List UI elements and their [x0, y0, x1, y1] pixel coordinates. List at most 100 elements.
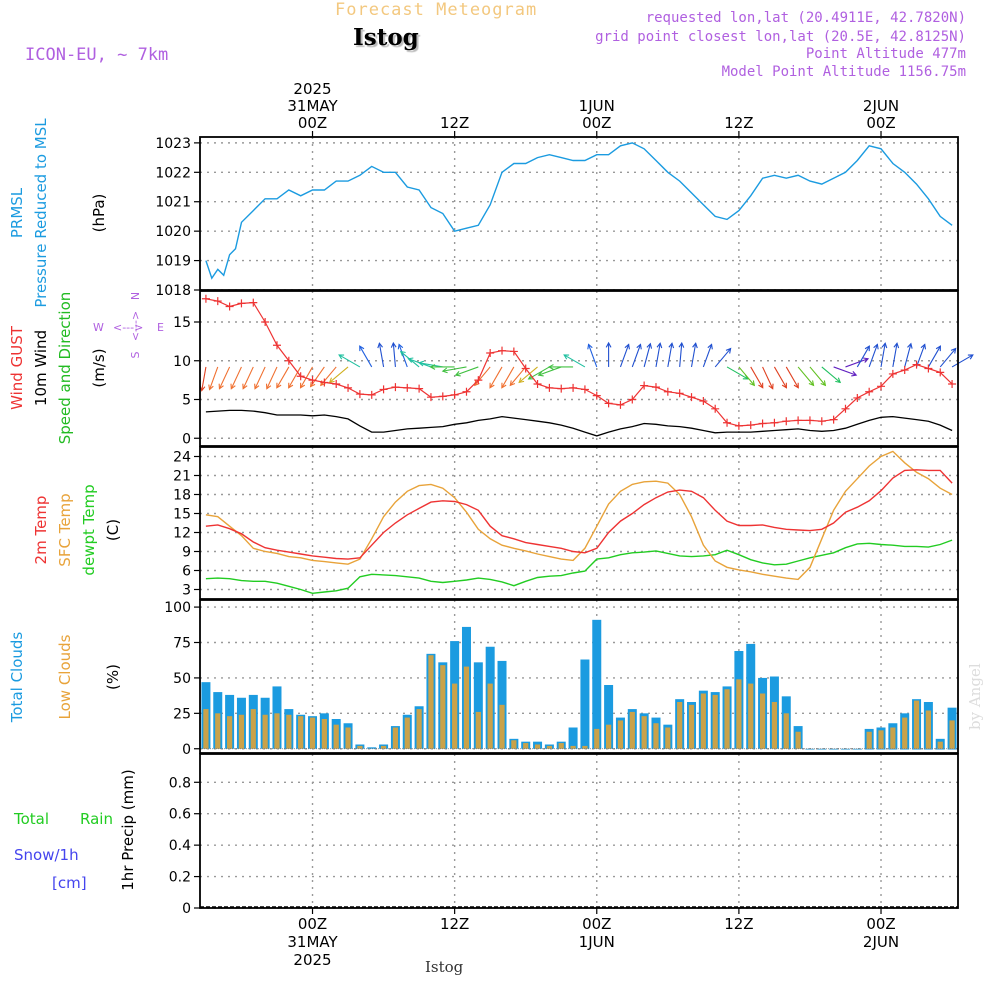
wind-direction-arrow	[679, 342, 683, 367]
low-cloud-bar	[902, 717, 908, 749]
low-cloud-bar	[345, 727, 351, 749]
y-tick-label: 6	[182, 564, 191, 580]
panel-labels: PRMSL Pressure Reduced to MSL (hPa) Wind GU…	[8, 118, 164, 892]
gust-marker	[225, 302, 234, 311]
low-cloud-bar	[594, 728, 600, 749]
low-cloud-bar	[925, 710, 931, 749]
low-cloud-bar	[523, 743, 529, 749]
wind-arrow-head	[418, 360, 425, 367]
y-tick-label: 1021	[155, 195, 191, 211]
wind-arrow-head	[509, 380, 516, 387]
pressure-unit: (hPa)	[90, 194, 108, 233]
y-tick-label: 1023	[155, 136, 191, 152]
wind-arrow-head	[967, 354, 974, 360]
wind-direction-arrow	[738, 366, 755, 386]
gust-marker	[912, 360, 921, 369]
wind-arrow-head	[265, 383, 272, 390]
panel-frame-cloud	[199, 599, 959, 754]
requested-coords: requested lon,lat (20.4911E, 42.7820N)	[645, 10, 966, 26]
x-tick-label-top: 00Z	[298, 114, 327, 132]
low-cloud-bar	[274, 713, 280, 749]
x-tick-label-top: 12Z	[724, 114, 753, 132]
low-cloud-bar	[783, 713, 789, 749]
low-cloud-bar	[452, 683, 458, 749]
gust-marker	[651, 383, 660, 392]
wind-arrow-head	[587, 343, 593, 350]
wind-arrow-head	[254, 383, 260, 390]
temp-2m-label: 2m Temp	[32, 496, 50, 565]
wind-direction-arrow	[797, 366, 814, 386]
wind-arrow-head	[390, 341, 397, 348]
wind-arrow-head	[707, 343, 713, 350]
x-tick-label-top: 1JUN	[579, 97, 615, 115]
x-tick-label-bottom: 00Z	[582, 915, 611, 933]
gust-marker	[498, 346, 507, 355]
low-cloud-bar	[606, 724, 612, 749]
x-tick-label-bottom: 31MAY	[287, 933, 338, 951]
wind-arrow-head	[864, 345, 870, 352]
wind-direction-arrow	[329, 366, 349, 383]
x-tick-label-bottom: 2025	[293, 951, 331, 969]
wind-arrow-head	[678, 341, 685, 348]
gust-marker	[249, 298, 258, 307]
wind-direction-arrow	[474, 366, 491, 386]
grid-layer	[200, 137, 958, 909]
gust-marker	[509, 347, 518, 356]
low-cloud-bar	[890, 727, 896, 749]
gust-marker	[924, 364, 933, 373]
wind-arrow-head	[668, 342, 675, 349]
low-cloud-bar	[309, 717, 316, 749]
wind-direction-arrow	[643, 343, 651, 368]
y-tick-label: 50	[173, 671, 191, 687]
y-tick-label: 9	[182, 545, 191, 561]
low-cloud-bar	[392, 727, 399, 749]
y-tick-label: 0.2	[169, 870, 191, 886]
credit-watermark: by Angel	[966, 663, 984, 730]
x-tick-label-bottom: 12Z	[724, 915, 753, 933]
wind-arrow-head	[547, 364, 554, 370]
wind-direction-arrow	[809, 366, 826, 386]
gust-marker	[604, 399, 613, 408]
gust-marker	[794, 416, 803, 425]
wind-direction-arrow	[276, 366, 290, 389]
wind-direction-arrow	[785, 366, 799, 389]
wind-direction-arrow	[392, 342, 396, 367]
y-tick-label: 24	[173, 450, 191, 466]
y-tick-label: 18	[173, 488, 191, 504]
wind-arrow-head	[441, 367, 448, 374]
wind-arrow-head	[656, 342, 663, 349]
wind-arrow-head	[527, 374, 534, 380]
wind-direction-arrow	[563, 354, 586, 368]
wind-direction-arrow	[419, 362, 443, 368]
wind-arrow-head	[920, 343, 927, 350]
footer-location: Istog	[425, 958, 464, 976]
wind-direction-arrow	[655, 343, 661, 368]
compass-ew-arrows: <--->	[113, 321, 143, 334]
wind-direction-arrow	[821, 366, 841, 383]
total-cloud-bar	[852, 748, 862, 750]
gust-marker	[415, 384, 424, 393]
wind-direction-arrow	[338, 354, 361, 368]
wind-arrow-head	[624, 343, 630, 350]
y-tick-label: 0	[182, 901, 191, 917]
y-tick-label: 21	[173, 469, 191, 485]
gust-marker	[936, 368, 945, 377]
gust-marker	[237, 299, 246, 308]
low-cloud-bar	[534, 744, 541, 749]
wind-arrow-head	[881, 342, 888, 349]
gust-marker	[474, 376, 483, 385]
wind-direction-arrow	[892, 343, 898, 368]
y-tick-label: 5	[182, 393, 191, 409]
low-cloud-bar	[736, 679, 742, 749]
wind-arrow-head	[489, 382, 495, 389]
y-tick-label: 1020	[155, 224, 191, 240]
gust-marker	[746, 421, 755, 430]
gust-marker	[438, 392, 447, 401]
wind-direction-arrow	[631, 344, 642, 368]
low-cloud-bar	[629, 711, 635, 749]
wind-arrow-head	[208, 384, 214, 391]
gust-marker	[344, 383, 353, 392]
gust-marker	[900, 366, 909, 375]
wind-arrow-head	[501, 382, 507, 389]
